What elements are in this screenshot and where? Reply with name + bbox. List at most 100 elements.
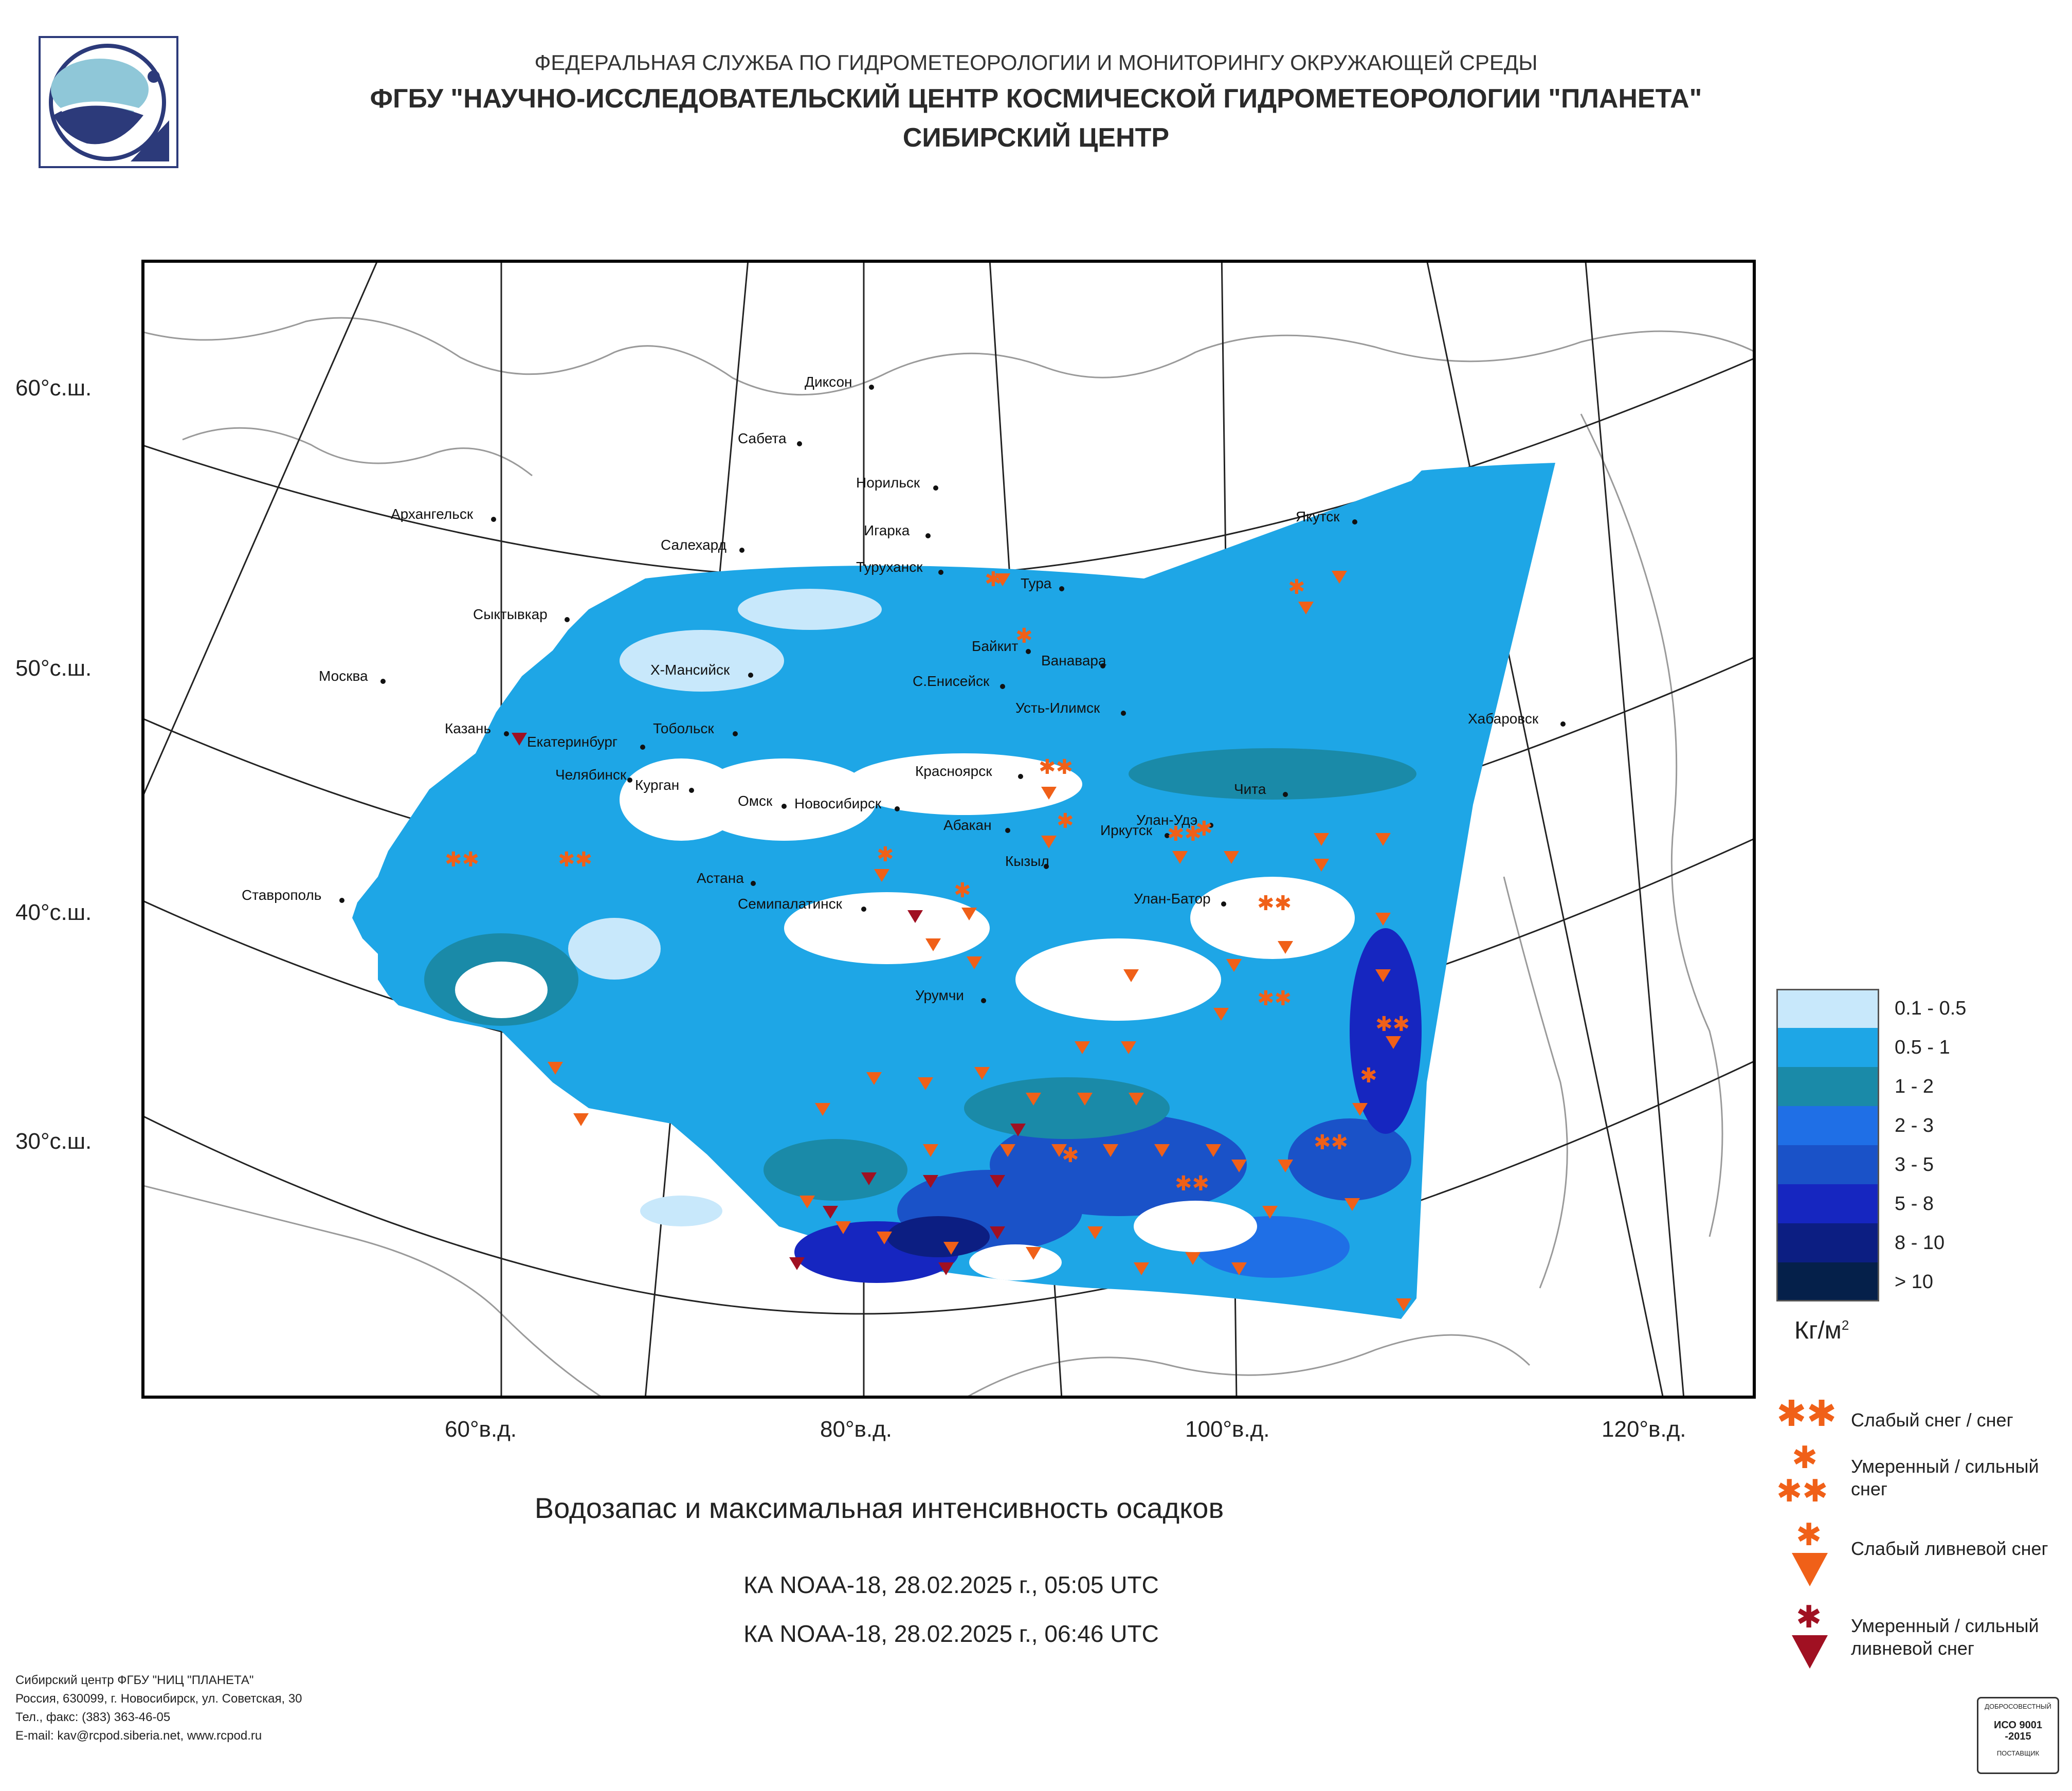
svg-text:✱✱: ✱✱ [1257,892,1292,915]
svg-text:✱: ✱ [1288,575,1305,599]
city-label: Красноярск [915,763,992,779]
units-sup: 2 [1841,1317,1849,1333]
city-label: Абакан [943,817,992,833]
city-label: Семипалатинск [738,896,843,912]
city-label: Улан-Удэ [1136,812,1197,828]
header-institute: ФГБУ "НАУЧНО-ИССЛЕДОВАТЕЛЬСКИЙ ЦЕНТР КОС… [370,84,1702,114]
city-label: С.Енисейск [913,673,990,689]
footer-line: Сибирский центр ФГБУ "НИЦ "ПЛАНЕТА" [15,1673,254,1687]
header-agency: ФЕДЕРАЛЬНАЯ СЛУЖБА ПО ГИДРОМЕТЕОРОЛОГИИ … [534,50,1538,75]
city-label: Тобольск [653,720,714,736]
city-label: Сабета [738,430,787,446]
city-label: Екатеринбург [527,734,617,750]
legend-label: 5 - 8 [1895,1193,1934,1215]
city-label: Усть-Илимск [1015,700,1100,716]
lat-label-40: 40°с.ш. [15,900,92,925]
snow-symbols: ✱✱✱✱ ✱✱✱✱ ✱✱ ✱✱ ✱ ✱✱✱✱✱ ✱✱✱✱✱ ✱✱✱✱ [445,568,1410,1196]
footer-line: Россия, 630099, г. Новосибирск, ул. Сове… [15,1692,302,1706]
city-labels: Диксон Сабета Норильск Игарка Архангельс… [242,374,1539,1003]
shower-snow-orange-symbols [548,571,1411,1311]
city-label: Сыктывкар [473,606,548,622]
legend-label: 3 - 5 [1895,1154,1934,1175]
lon-label-60: 60°в.д. [445,1417,517,1442]
heavy-shower-snow-icon: ✱ [1787,1599,1838,1674]
city-label: Норильск [856,475,920,491]
lon-label-100: 100°в.д. [1185,1417,1270,1442]
city-label: Курган [635,777,679,793]
cert-bottom: ПОСТАВЩИК [1996,1749,2040,1757]
cert-mid: ИСО 9001 -2015 [1994,1720,2042,1742]
svg-text:✱: ✱ [1195,817,1213,841]
city-label: Кызыл [1005,853,1049,869]
svg-text:✱✱: ✱✱ [1776,1473,1828,1507]
legend-swatch [1776,1106,1879,1145]
lat-label-30: 30°с.ш. [15,1129,92,1154]
legend-label: > 10 [1895,1271,1934,1293]
moderate-snow-icon: ✱ ✱✱ [1776,1440,1838,1509]
city-markers [339,385,1566,1003]
svg-text:✱: ✱ [954,879,971,902]
svg-text:✱: ✱ [1360,1064,1377,1088]
header-center: СИБИРСКИЙ ЦЕНТР [902,123,1170,153]
city-label: Тура [1021,575,1052,591]
legend-swatch [1776,1067,1879,1106]
units-text: Кг/м [1794,1317,1842,1344]
city-label: Якутск [1296,509,1340,524]
legend-label: 2 - 3 [1895,1115,1934,1136]
svg-text:✱✱: ✱✱ [1257,987,1292,1010]
legend-swatch [1776,1028,1879,1067]
svg-text:✱✱: ✱✱ [1039,755,1073,779]
light-shower-snow-icon: ✱ [1787,1517,1838,1591]
symbol-label: Умеренный / сильный ливневой снег [1851,1615,2039,1659]
city-label: Салехард [661,537,726,553]
city-label: Омск [738,793,773,809]
symbol-label: Слабый ливневой снег [1851,1538,2048,1559]
svg-text:✱: ✱ [1057,809,1074,833]
legend-label: 0.1 - 0.5 [1895,998,1967,1019]
svg-text:✱✱: ✱✱ [1175,1172,1209,1196]
footer-line: Тел., факс: (383) 363-46-05 [15,1710,171,1724]
city-label: Москва [319,668,368,684]
legend-swatch [1776,1184,1879,1223]
svg-text:✱: ✱ [1015,624,1033,648]
legend-swatch [1776,1262,1879,1301]
svg-text:✱✱: ✱✱ [1314,1131,1348,1154]
legend-label: 8 - 10 [1895,1232,1945,1254]
svg-text:✱: ✱ [1796,1517,1822,1553]
footer-line: E-mail: kav@rcpod.siberia.net, www.rcpod… [15,1729,262,1743]
symbol-label: Умеренный / сильный снег [1851,1456,2039,1499]
city-label: Астана [697,870,744,886]
svg-text:✱: ✱ [1796,1599,1822,1635]
lon-label-80: 80°в.д. [820,1417,893,1442]
city-label: Хабаровск [1468,711,1539,727]
city-label: Казань [445,720,491,736]
city-label: Иркутск [1100,822,1153,838]
cert-top: ДОБРОСОВЕСТНЫЙ [1985,1703,2051,1710]
city-label: Диксон [805,374,852,390]
planeta-logo [39,36,178,168]
svg-text:✱: ✱ [877,843,894,866]
city-label: Урумчи [915,987,964,1003]
city-label: Улан-Батор [1134,891,1211,907]
symbol-label: Слабый снег / снег [1851,1409,2013,1431]
lat-label-60: 60°с.ш. [15,375,92,401]
pass-2: КА NOAA-18, 28.02.2025 г., 06:46 UTC [743,1620,1159,1647]
svg-text:✱✱: ✱✱ [445,848,479,872]
city-label: Ставрополь [242,887,321,903]
iso-certificate-badge: ДОБРОСОВЕСТНЫЙ ИСО 9001 -2015 ПОСТАВЩИК [1977,1697,2059,1774]
svg-text:✱✱: ✱✱ [1167,822,1202,846]
city-label: Архангельск [391,506,474,522]
lon-label-120: 120°в.д. [1602,1417,1686,1442]
legend-label: 1 - 2 [1895,1076,1934,1097]
city-label: Туруханск [856,559,923,575]
legend-swatch [1776,1145,1879,1184]
svg-text:✱✱: ✱✱ [1776,1396,1837,1432]
city-label: Чита [1234,781,1266,797]
city-label: Игарка [864,522,910,538]
satellite-swath [352,463,1555,1319]
city-label: Новосибирск [794,795,882,811]
coastlines [141,317,1756,1399]
svg-text:✱: ✱ [1792,1440,1817,1476]
shower-snow-darkred-symbols [512,733,1026,1275]
city-label: Челябинск [555,767,627,783]
